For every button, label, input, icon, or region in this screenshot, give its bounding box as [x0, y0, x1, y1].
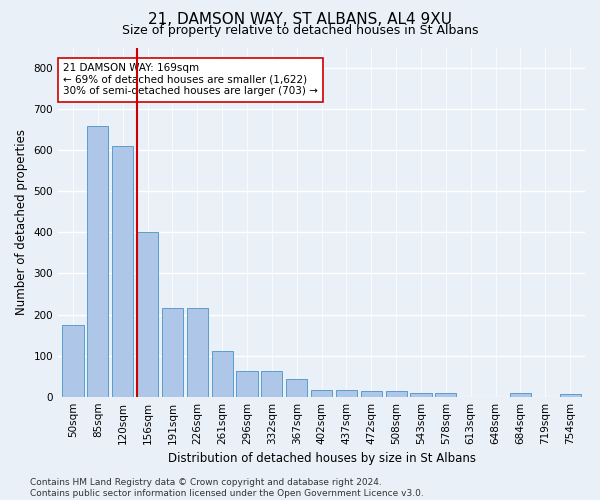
Text: Contains HM Land Registry data © Crown copyright and database right 2024.
Contai: Contains HM Land Registry data © Crown c…	[30, 478, 424, 498]
Bar	[435, 394, 457, 396]
Bar	[187, 308, 208, 396]
Bar	[212, 352, 233, 397]
Bar	[336, 390, 357, 396]
Text: 21 DAMSON WAY: 169sqm
← 69% of detached houses are smaller (1,622)
30% of semi-d: 21 DAMSON WAY: 169sqm ← 69% of detached …	[64, 63, 318, 96]
Bar	[137, 232, 158, 396]
Bar	[386, 390, 407, 396]
Bar	[510, 394, 531, 396]
Bar	[87, 126, 109, 396]
Bar	[236, 371, 257, 396]
Bar	[261, 371, 283, 396]
Text: 21, DAMSON WAY, ST ALBANS, AL4 9XU: 21, DAMSON WAY, ST ALBANS, AL4 9XU	[148, 12, 452, 26]
X-axis label: Distribution of detached houses by size in St Albans: Distribution of detached houses by size …	[167, 452, 476, 465]
Bar	[162, 308, 183, 396]
Bar	[311, 390, 332, 396]
Bar	[112, 146, 133, 397]
Y-axis label: Number of detached properties: Number of detached properties	[15, 129, 28, 315]
Bar	[286, 379, 307, 396]
Bar	[560, 394, 581, 396]
Bar	[410, 394, 431, 396]
Bar	[62, 325, 83, 396]
Text: Size of property relative to detached houses in St Albans: Size of property relative to detached ho…	[122, 24, 478, 37]
Bar	[361, 390, 382, 396]
